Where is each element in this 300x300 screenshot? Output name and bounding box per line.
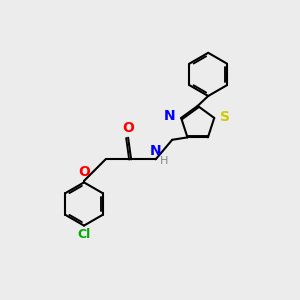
Text: S: S xyxy=(220,110,230,124)
Text: Cl: Cl xyxy=(77,228,91,241)
Text: O: O xyxy=(78,165,90,179)
Text: N: N xyxy=(150,144,161,158)
Text: N: N xyxy=(164,110,176,123)
Text: O: O xyxy=(122,121,134,135)
Text: H: H xyxy=(160,156,168,166)
